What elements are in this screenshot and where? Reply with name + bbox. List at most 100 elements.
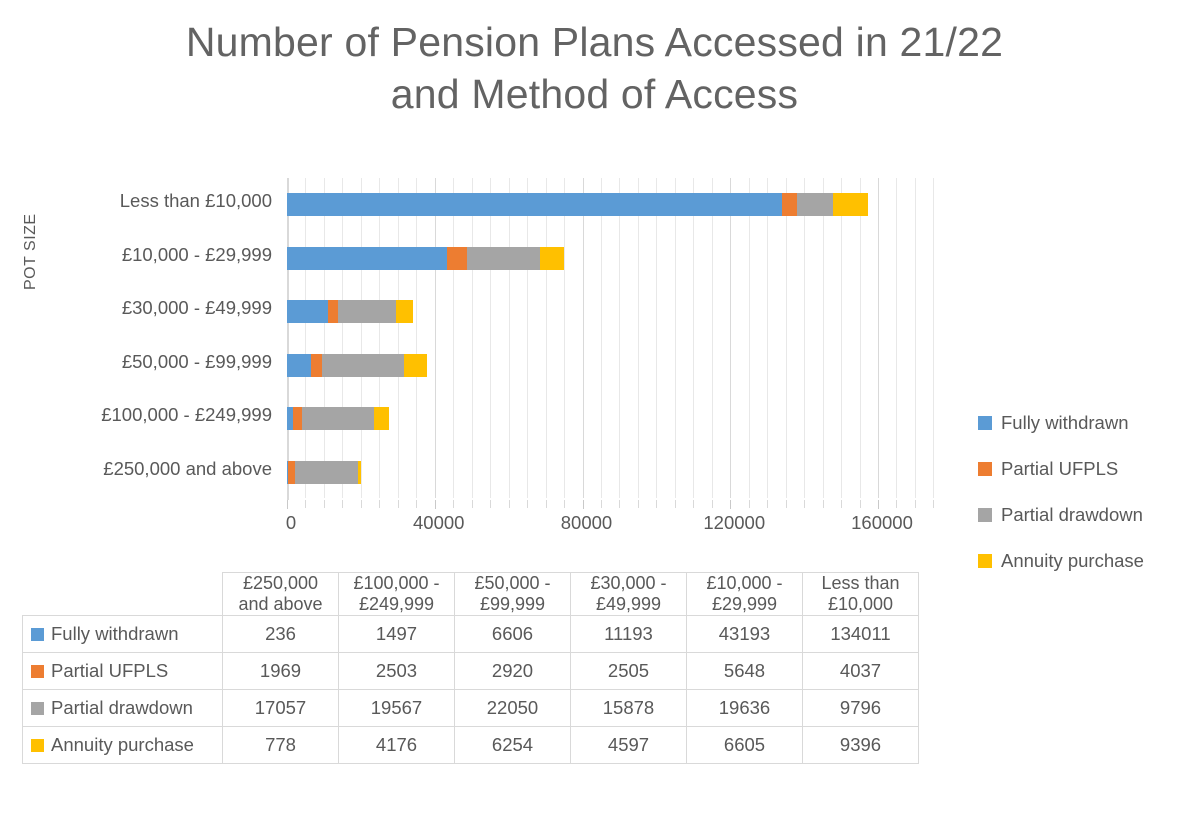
x-axis-tick-label: 0 <box>285 512 297 533</box>
chart-title: Number of Pension Plans Accessed in 21/2… <box>0 16 1189 120</box>
tick-mark <box>360 500 362 508</box>
table-column-header: £50,000 - £99,999 <box>454 572 571 616</box>
legend-swatch-icon <box>978 462 992 476</box>
bar-segment <box>295 460 359 484</box>
bar-segment <box>782 193 797 216</box>
bar-segment <box>833 193 868 216</box>
legend-item[interactable]: Annuity purchase <box>978 538 1183 584</box>
tick-mark <box>693 500 695 508</box>
bar-segment <box>539 246 565 270</box>
bar-segment <box>287 460 288 484</box>
table-cell: 2503 <box>338 652 455 690</box>
bars-layer <box>287 178 887 498</box>
table-column-header: £10,000 - £29,999 <box>686 572 803 616</box>
gridline <box>582 178 584 498</box>
gridline <box>693 178 695 498</box>
gridline <box>453 178 455 498</box>
legend-swatch-icon <box>978 508 992 522</box>
legend-swatch-icon <box>978 416 992 430</box>
table-column-header: £250,000 and above <box>222 572 339 616</box>
tick-mark <box>804 500 806 508</box>
legend-item[interactable]: Fully withdrawn <box>978 400 1183 446</box>
table-cell: 11193 <box>570 615 687 653</box>
chart-title-line-1: Number of Pension Plans Accessed in 21/2… <box>185 19 1004 65</box>
gridline <box>379 178 381 498</box>
bar-group <box>287 353 878 377</box>
tick-mark <box>416 500 418 508</box>
bar-segment <box>311 353 323 377</box>
tick-mark <box>471 500 473 508</box>
series-swatch-icon <box>31 627 44 641</box>
y-axis-line <box>287 178 289 500</box>
table-row: Partial drawdown 17057 19567 22050 15878 1963… <box>22 689 919 727</box>
series-swatch-icon <box>31 738 44 752</box>
tick-mark <box>600 500 602 508</box>
tick-mark <box>453 500 455 508</box>
bar-group <box>287 193 878 216</box>
table-row: Partial UFPLS 1969 2503 2920 2505 5648 4037 <box>22 652 919 690</box>
x-axis-tickmarks <box>287 500 935 509</box>
table-row-label: Partial drawdown <box>51 697 193 718</box>
series-swatch-icon <box>31 664 44 678</box>
bar-segment <box>796 193 834 216</box>
gridline <box>859 178 861 498</box>
chart-title-line-2: and Method of Access <box>390 71 799 117</box>
gridline <box>674 178 676 498</box>
tick-mark <box>767 500 769 508</box>
legend-swatch-icon <box>978 554 992 568</box>
table-cell: 9796 <box>802 689 919 727</box>
table-cell: 19636 <box>686 689 803 727</box>
table-cell: 43193 <box>686 615 803 653</box>
gridline <box>767 178 769 498</box>
gridline <box>619 178 621 498</box>
gridline <box>471 178 473 498</box>
tick-mark <box>914 500 916 508</box>
table-header-row: £250,000 and above £100,000 - £249,999 £50… <box>23 572 919 616</box>
x-axis-tick-label: 80000 <box>560 512 613 533</box>
gridline <box>748 178 750 498</box>
table-cell: 17057 <box>222 689 339 727</box>
table-row-header: Partial UFPLS <box>22 652 223 690</box>
tick-mark <box>508 500 510 508</box>
legend-item[interactable]: Partial UFPLS <box>978 446 1183 492</box>
bar-segment <box>292 407 302 430</box>
table-cell: 6606 <box>454 615 571 653</box>
tick-mark <box>711 500 713 508</box>
table-column-header: £30,000 - £49,999 <box>570 572 687 616</box>
bar-group <box>287 246 878 270</box>
table-cell: 134011 <box>802 615 919 653</box>
table-cell: 4037 <box>802 652 919 690</box>
x-axis-tick-label: 120000 <box>703 512 766 533</box>
bar-segment <box>301 407 375 430</box>
table-row-header: Annuity purchase <box>22 726 223 764</box>
table-corner-cell <box>23 573 223 616</box>
plot-gridlines <box>287 178 935 498</box>
tick-mark <box>822 500 824 508</box>
gridline <box>785 178 787 498</box>
bar-segment <box>403 353 427 377</box>
table-cell: 2920 <box>454 652 571 690</box>
tick-mark <box>841 500 843 508</box>
x-axis-tick-label: 40000 <box>413 512 465 533</box>
tick-mark <box>933 500 935 508</box>
tick-mark <box>582 500 584 509</box>
table-cell: 1969 <box>222 652 339 690</box>
tick-mark <box>637 500 639 508</box>
tick-mark <box>527 500 529 508</box>
gridline <box>933 178 935 498</box>
gridline <box>730 178 732 498</box>
tick-mark <box>878 500 879 509</box>
table-row: Annuity purchase 778 4176 6254 4597 6605 9396 <box>22 726 919 764</box>
table-cell: 6605 <box>686 726 803 764</box>
legend-item-label: Partial UFPLS <box>1001 458 1119 479</box>
tick-mark <box>305 500 307 508</box>
tick-mark <box>545 500 547 508</box>
table-cell: 5648 <box>686 652 803 690</box>
legend-item[interactable]: Partial drawdown <box>978 492 1183 538</box>
tick-mark <box>564 500 566 508</box>
bar-segment <box>467 246 540 270</box>
y-axis-category-label: £250,000 and above <box>103 457 272 479</box>
bar-segment <box>328 300 338 323</box>
bar-group <box>287 460 878 484</box>
gridline <box>397 178 399 498</box>
